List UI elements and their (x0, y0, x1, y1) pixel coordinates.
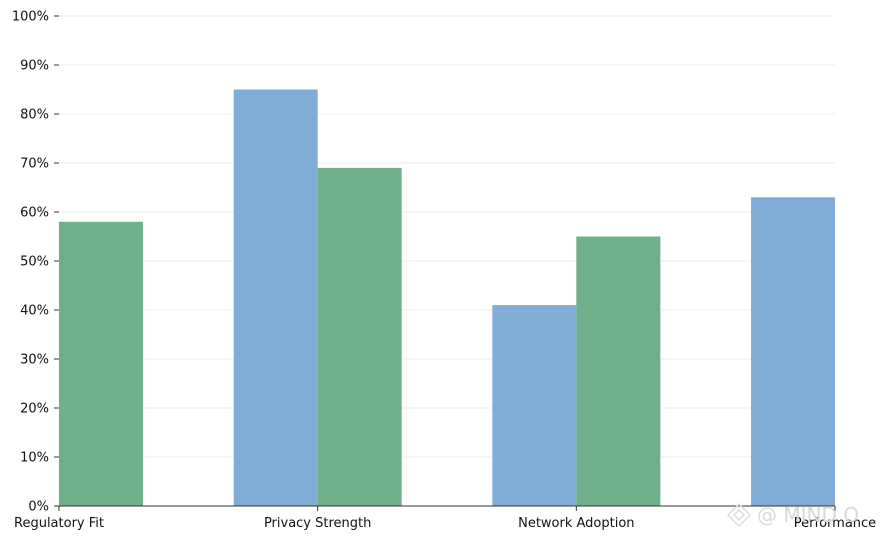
y-tick-label: 40% (20, 304, 49, 319)
watermark-text: @ MIND O (757, 503, 859, 527)
y-tick-label: 80% (20, 108, 49, 123)
x-tick-label: Regulatory Fit (14, 516, 104, 531)
x-axis: Regulatory Fit Privacy Strength Network Ad… (14, 505, 876, 531)
y-tick-label: 10% (20, 451, 49, 466)
diamond-logo-icon (726, 502, 752, 528)
y-tick-label: 100% (12, 10, 49, 25)
bar (576, 236, 661, 506)
bar (59, 221, 143, 506)
bar (233, 89, 318, 506)
y-tick-label: 30% (20, 353, 49, 368)
bars (59, 89, 889, 506)
y-tick-label: 90% (20, 59, 49, 74)
y-tick-label: 50% (20, 255, 49, 270)
watermark: @ MIND O (726, 502, 859, 528)
bar (317, 167, 402, 506)
y-axis: 0% 10% 20% 30% 40% 50% 60% 70% 80% 90% 100% (12, 10, 59, 515)
y-tick-label: 60% (20, 206, 49, 221)
y-tick-label: 20% (20, 402, 49, 417)
x-tick-label: Privacy Strength (264, 516, 371, 531)
bar (751, 197, 835, 506)
gridlines (59, 15, 835, 507)
y-tick-label: 0% (28, 500, 49, 515)
x-tick-label: Network Adoption (518, 516, 634, 531)
bar (835, 158, 889, 506)
x-tick-label: Performance (794, 516, 876, 531)
bar (492, 305, 577, 506)
y-tick-label: 70% (20, 157, 49, 172)
